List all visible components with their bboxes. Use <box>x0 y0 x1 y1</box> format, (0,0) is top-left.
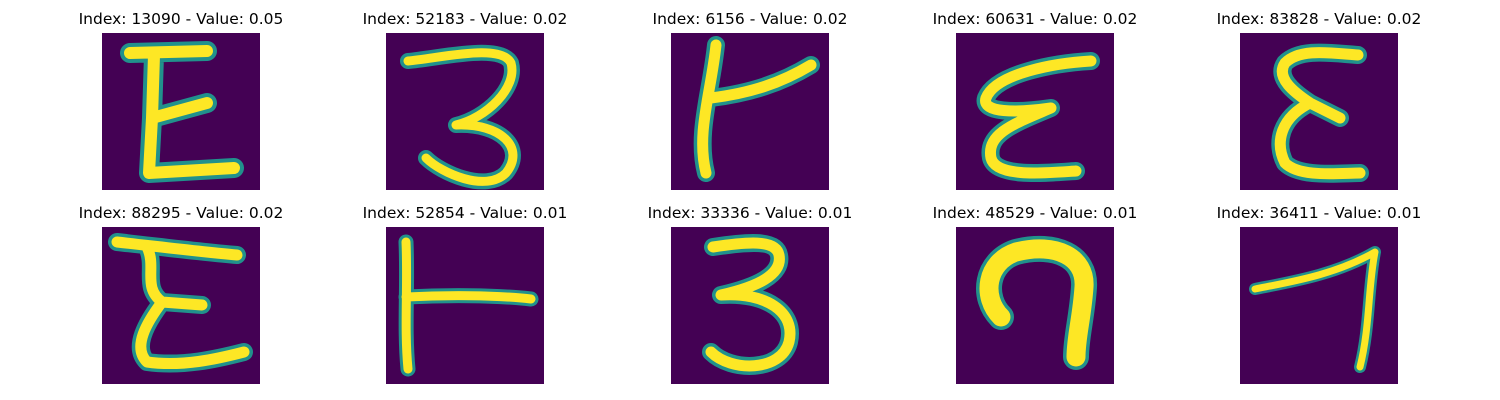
digit-image-E <box>1240 33 1398 190</box>
digit-image-T <box>386 227 544 384</box>
grid-cell-1: Index: 13090 - Value: 0.05 <box>71 8 291 198</box>
digit-image-E <box>102 33 260 190</box>
cell-title: Index: 36411 - Value: 0.01 <box>1216 204 1422 222</box>
grid-cell-3: Index: 6156 - Value: 0.02 <box>640 8 860 198</box>
digit-image-E <box>102 227 260 384</box>
cell-title: Index: 83828 - Value: 0.02 <box>1216 10 1422 28</box>
cell-title: Index: 33336 - Value: 0.01 <box>647 204 853 222</box>
cell-title: Index: 6156 - Value: 0.02 <box>652 10 848 28</box>
digit-image-3 <box>671 227 829 384</box>
grid-cell-4: Index: 60631 - Value: 0.02 <box>925 8 1145 198</box>
cell-title: Index: 48529 - Value: 0.01 <box>932 204 1138 222</box>
grid-cell-8: Index: 33336 - Value: 0.01 <box>640 202 860 392</box>
cell-title: Index: 60631 - Value: 0.02 <box>932 10 1138 28</box>
grid-cell-9: Index: 48529 - Value: 0.01 <box>925 202 1145 392</box>
digit-image-n <box>956 227 1114 384</box>
digit-image-7 <box>1240 227 1398 384</box>
digit-image-3 <box>386 33 544 190</box>
cell-title: Index: 13090 - Value: 0.05 <box>78 10 284 28</box>
cell-title: Index: 52854 - Value: 0.01 <box>362 204 568 222</box>
grid-cell-10: Index: 36411 - Value: 0.01 <box>1209 202 1429 392</box>
digit-image-E <box>956 33 1114 190</box>
cell-title: Index: 88295 - Value: 0.02 <box>78 204 284 222</box>
cell-title: Index: 52183 - Value: 0.02 <box>362 10 568 28</box>
digit-image-K <box>671 33 829 190</box>
grid-cell-5: Index: 83828 - Value: 0.02 <box>1209 8 1429 198</box>
grid-cell-6: Index: 88295 - Value: 0.02 <box>71 202 291 392</box>
grid-cell-7: Index: 52854 - Value: 0.01 <box>355 202 575 392</box>
grid-cell-2: Index: 52183 - Value: 0.02 <box>355 8 575 198</box>
